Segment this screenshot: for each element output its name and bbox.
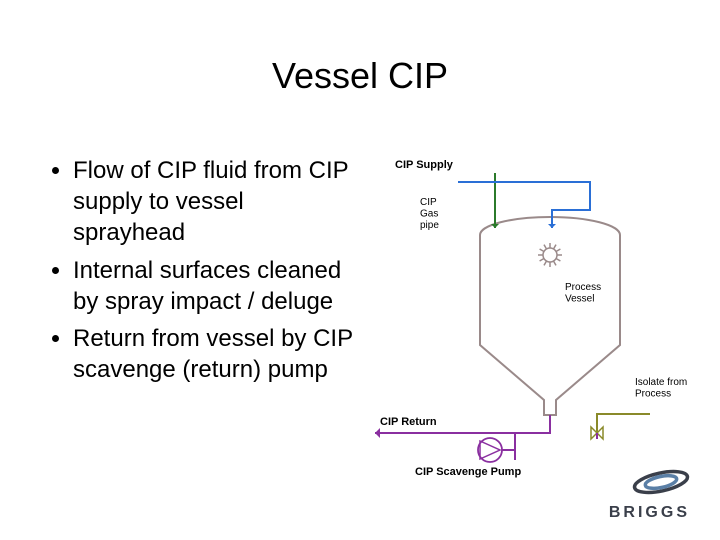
logo-text: BRIGGS xyxy=(609,504,690,522)
svg-text:CIPGaspipe: CIPGaspipe xyxy=(420,197,439,231)
svg-text:Isolate fromProcess: Isolate fromProcess xyxy=(635,377,687,400)
diagram-svg: CIP Supply CIPGaspipe ProcessVessel Isolate… xyxy=(360,150,700,480)
logo-swoosh-icon xyxy=(632,467,690,497)
bullet-list: Flow of CIP fluid from CIP supply to ves… xyxy=(45,155,355,391)
svg-text:CIP Scavenge Pump: CIP Scavenge Pump xyxy=(415,466,521,478)
vessel-cip-diagram: CIP Supply CIPGaspipe ProcessVessel Isolate… xyxy=(360,150,700,480)
svg-text:CIP Return: CIP Return xyxy=(380,416,437,428)
list-item: Flow of CIP fluid from CIP supply to ves… xyxy=(73,155,355,249)
svg-text:CIP Supply: CIP Supply xyxy=(395,159,454,171)
page-title: Vessel CIP xyxy=(0,55,720,97)
svg-text:ProcessVessel: ProcessVessel xyxy=(565,282,601,305)
list-item: Internal surfaces cleaned by spray impac… xyxy=(73,255,355,317)
list-item: Return from vessel by CIP scavenge (retu… xyxy=(73,323,355,385)
briggs-logo: BRIGGS xyxy=(609,467,690,522)
